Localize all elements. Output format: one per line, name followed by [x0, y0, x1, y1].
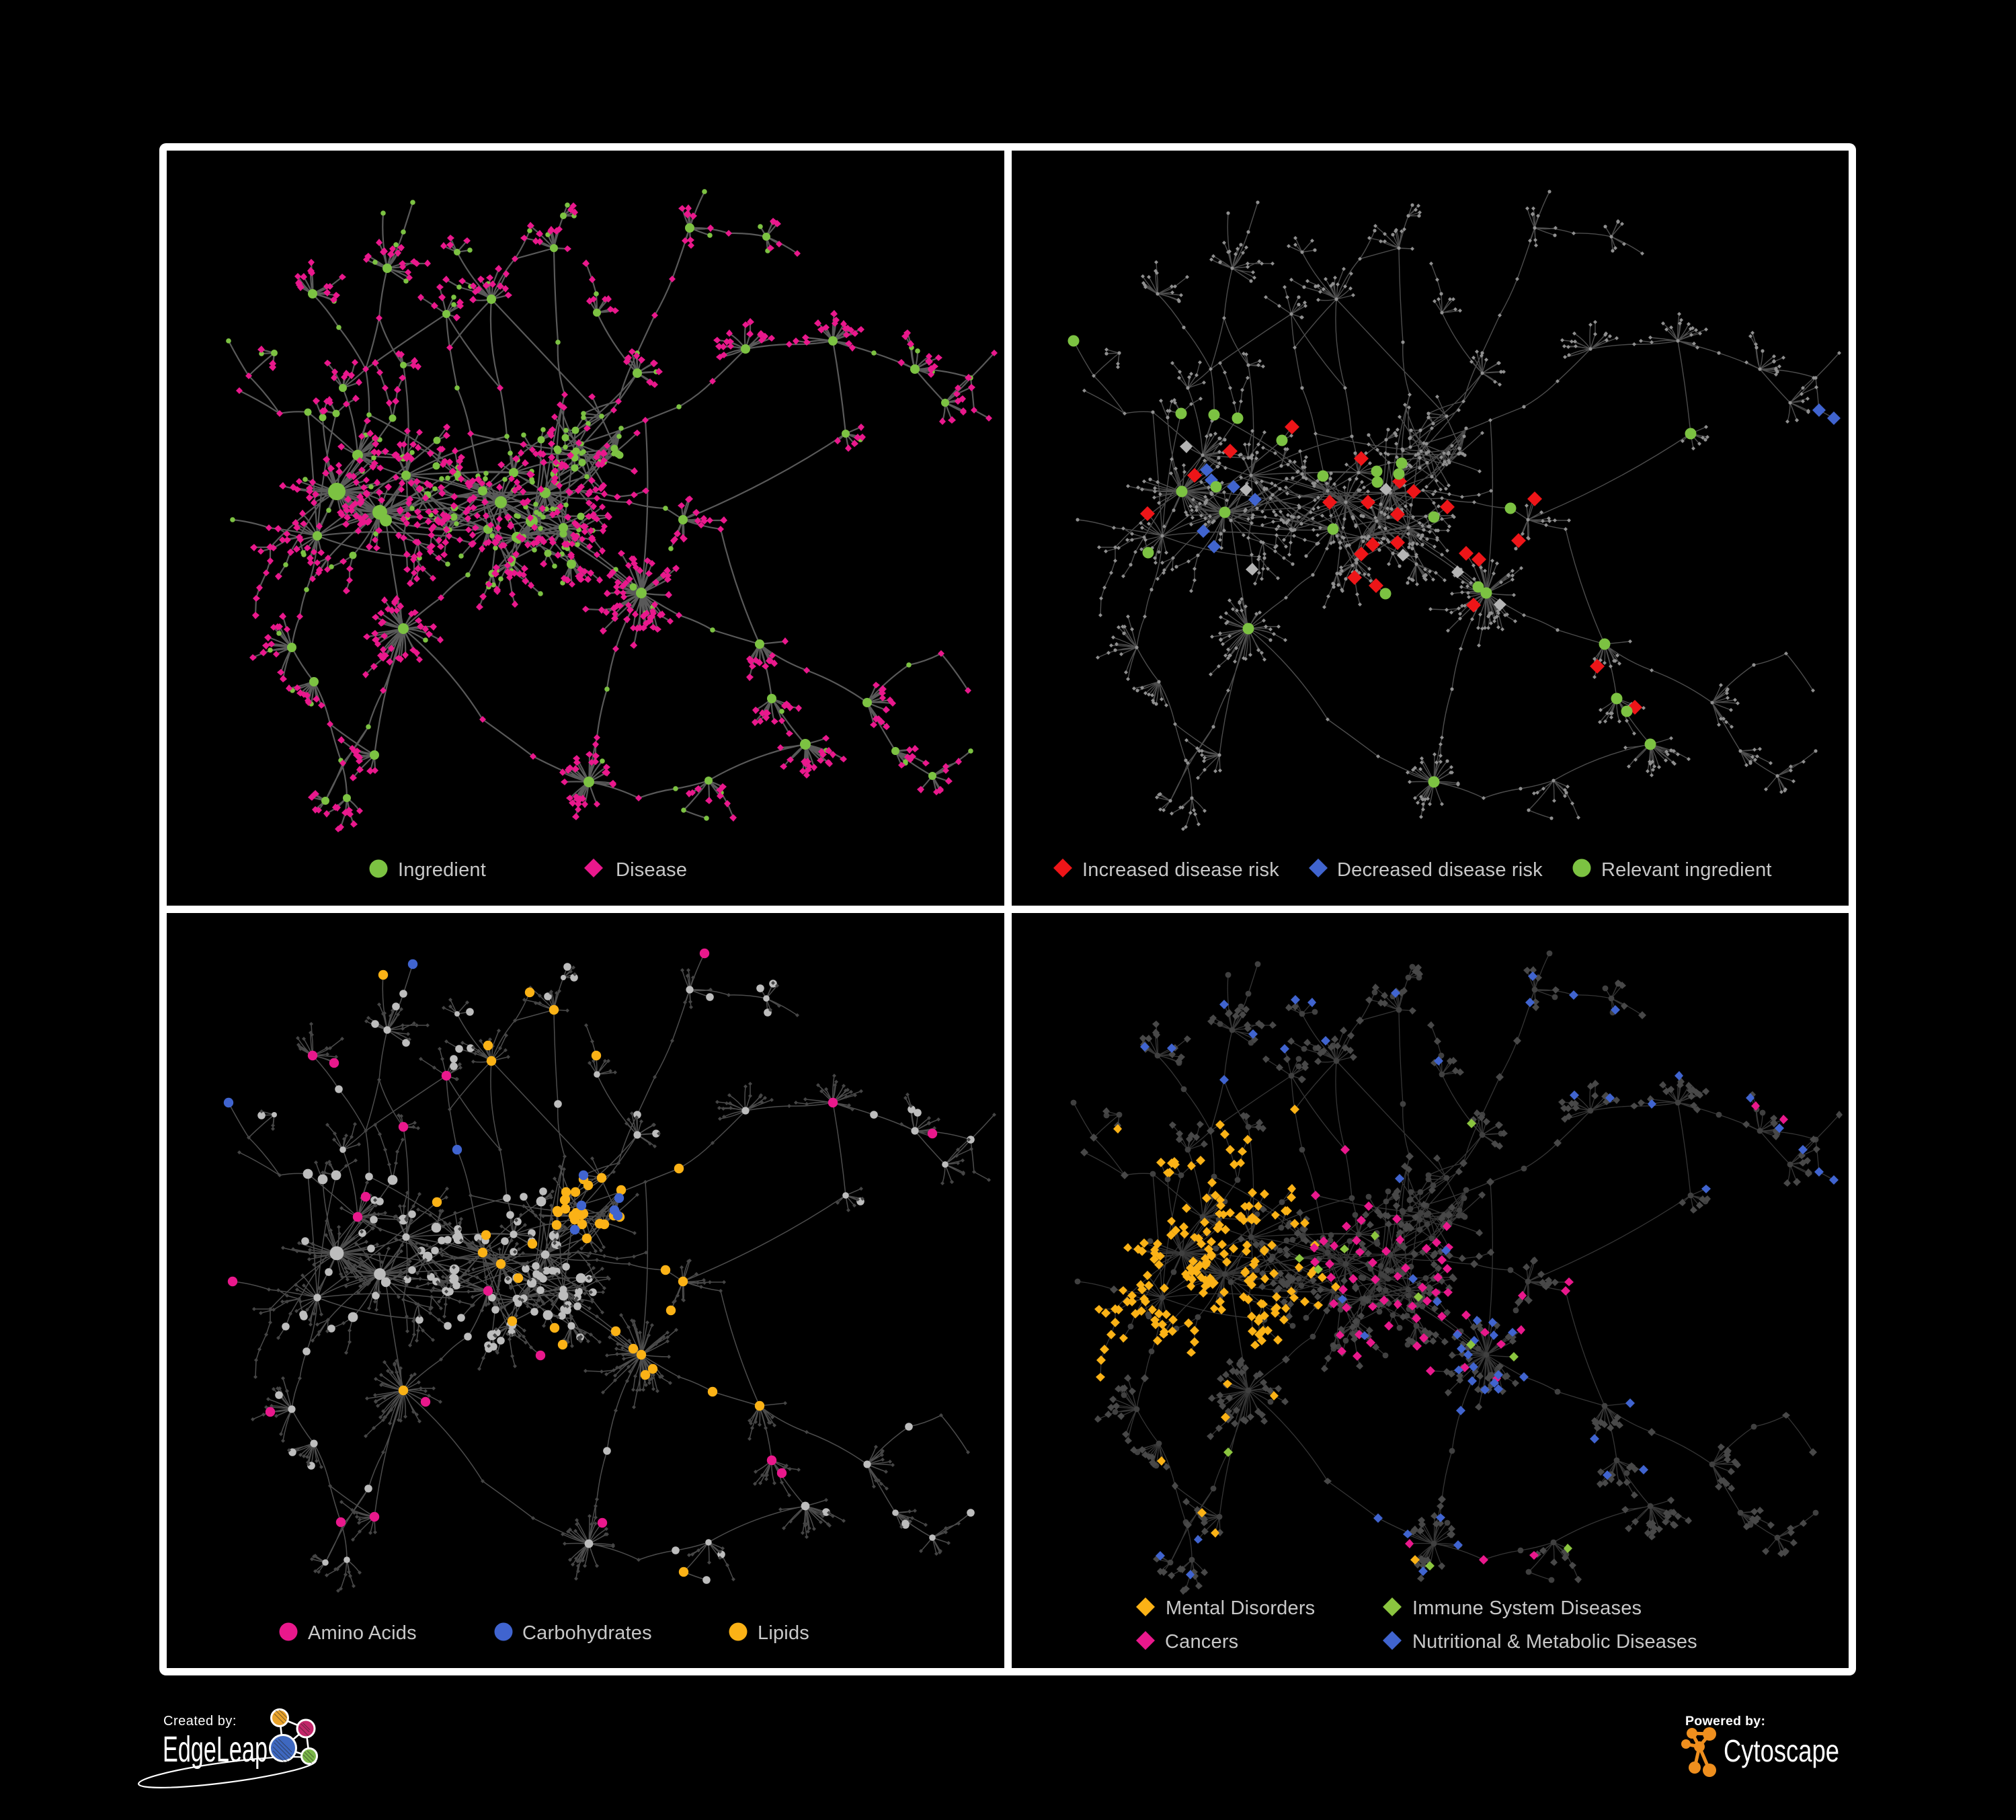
svg-text:Cancers: Cancers	[1165, 1631, 1238, 1653]
svg-text:Nutritional & Metabolic Diseas: Nutritional & Metabolic Diseases	[1412, 1631, 1697, 1653]
svg-text:Ingredient: Ingredient	[398, 859, 486, 881]
svg-text:Mental Disorders: Mental Disorders	[1166, 1597, 1315, 1619]
svg-text:EdgeLeap: EdgeLeap	[163, 1729, 268, 1770]
svg-text:Immune System Diseases: Immune System Diseases	[1412, 1597, 1642, 1619]
svg-text:Lipids: Lipids	[758, 1622, 809, 1644]
svg-text:Disease: Disease	[616, 859, 687, 881]
svg-text:Decreased disease risk: Decreased disease risk	[1337, 859, 1543, 881]
svg-text:Increased disease risk: Increased disease risk	[1082, 859, 1279, 881]
svg-text:Powered by:: Powered by:	[1685, 1714, 1765, 1729]
svg-text:Amino Acids: Amino Acids	[308, 1622, 417, 1644]
svg-text:Carbohydrates: Carbohydrates	[522, 1622, 652, 1644]
svg-text:Relevant ingredient: Relevant ingredient	[1601, 859, 1772, 881]
svg-text:Cytoscape: Cytoscape	[1724, 1733, 1839, 1768]
svg-text:Created by:: Created by:	[163, 1714, 237, 1729]
